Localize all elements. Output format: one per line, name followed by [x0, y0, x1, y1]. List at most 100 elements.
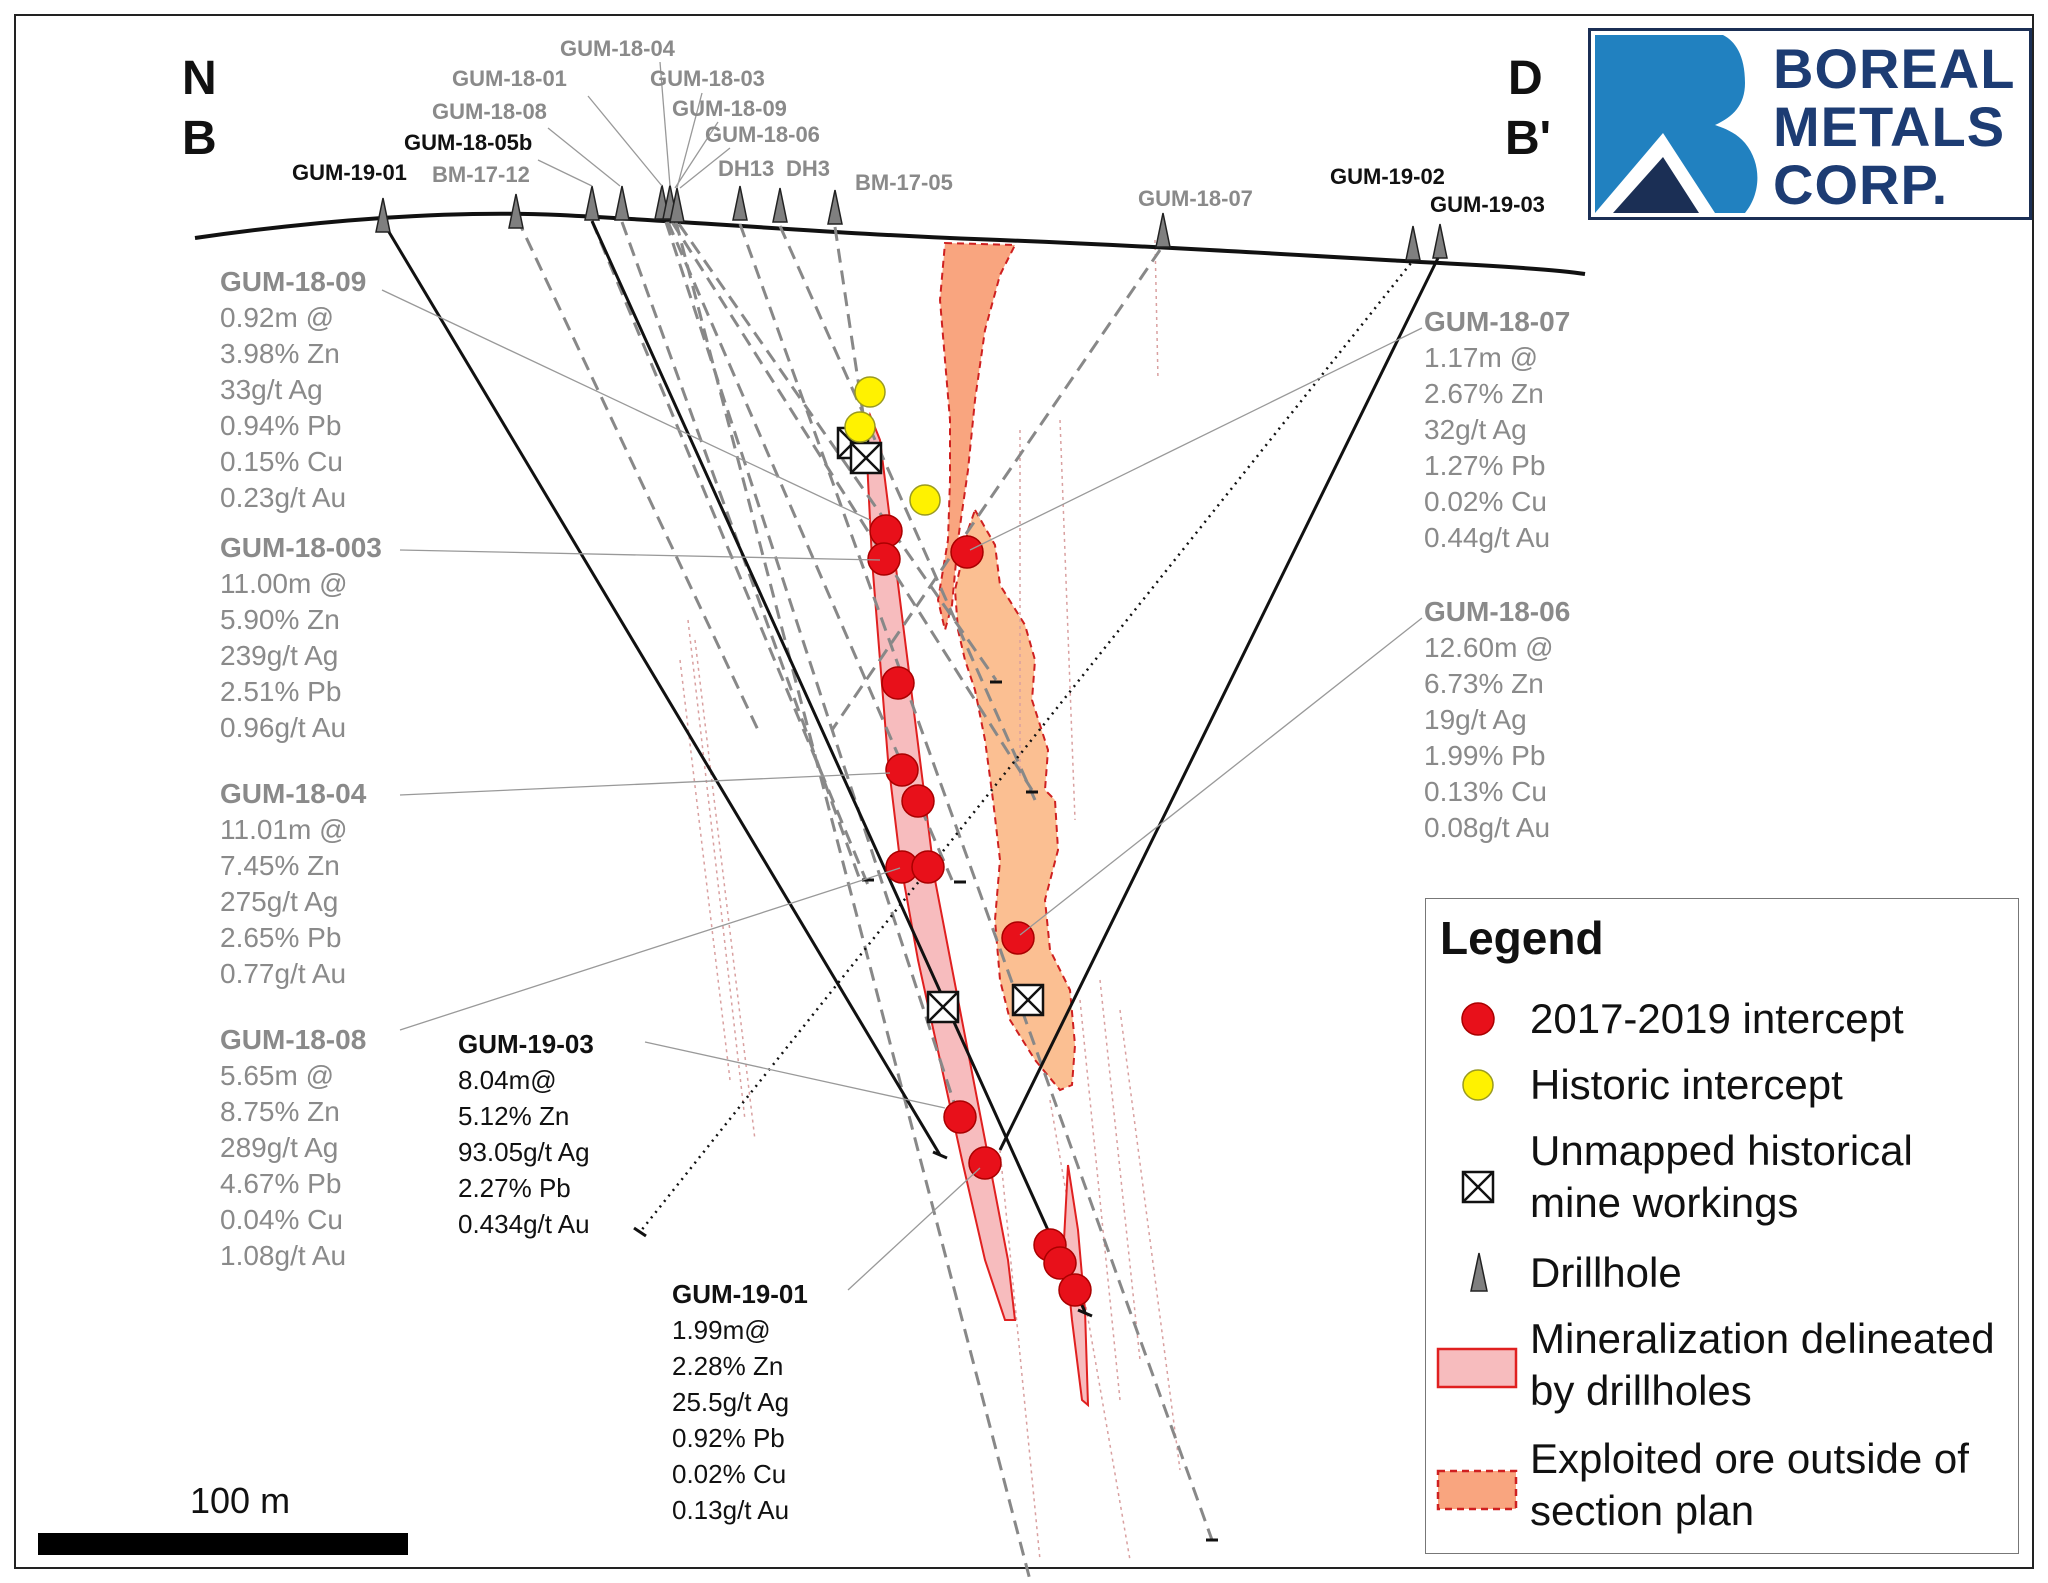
assay-leaders	[381, 289, 1423, 1291]
collar-gum-18-03	[669, 187, 685, 223]
assay-line: 0.15% Cu	[220, 446, 343, 477]
new-drillholes	[381, 220, 1440, 1313]
intercept	[869, 514, 903, 548]
assay-line: 2.65% Pb	[220, 922, 342, 953]
assay-line: 7.45% Zn	[220, 850, 340, 881]
legend-exploited-ore-swatch-icon	[1436, 1469, 1518, 1511]
assay-line: 0.434g/t Au	[458, 1209, 590, 1239]
assay-line: 5.12% Zn	[458, 1101, 570, 1131]
assay-callout-gum-18-09: GUM-18-09 0.92m @ 3.98% Zn 33g/t Ag 0.94…	[220, 264, 366, 516]
assay-hole-name: GUM-18-04	[220, 778, 367, 809]
intercept	[1001, 921, 1035, 955]
intercept	[1043, 1246, 1077, 1280]
assay-line: 11.00m @	[220, 568, 348, 599]
assay-line: 8.75% Zn	[220, 1096, 340, 1127]
section-label-b-prime: B'	[1505, 112, 1552, 165]
assay-line: 2.27% Pb	[458, 1173, 571, 1203]
assay-line: 93.05g/t Ag	[458, 1137, 590, 1167]
assay-line: 12.60m @	[1424, 632, 1554, 663]
collar-gum-19-02	[1405, 225, 1421, 261]
drillhole-label-gum-19-03: GUM-19-03	[1430, 192, 1545, 217]
historic-intercept	[909, 484, 941, 516]
collar-dh3	[772, 187, 788, 223]
assay-line: 0.92% Pb	[672, 1423, 785, 1453]
legend-item-label: Historic intercept	[1530, 1061, 1843, 1108]
assay-line: 25.5g/t Ag	[672, 1387, 790, 1417]
boreal-metals-logo: BOREAL METALS CORP.	[1588, 28, 2032, 220]
historic-intercept	[854, 376, 886, 408]
assay-line: 19g/t Ag	[1424, 704, 1527, 735]
assay-line: 0.13% Cu	[1424, 776, 1547, 807]
drill-end-ticks	[633, 680, 1218, 1542]
assay-line: 4.67% Pb	[220, 1168, 342, 1199]
collar-gum-19-01	[375, 197, 391, 233]
exploited-ore-lower	[953, 507, 1077, 1092]
assay-line: 0.44g/t Au	[1424, 522, 1551, 553]
assay-line: 5.65m @	[220, 1060, 335, 1091]
assay-hole-name: GUM-18-07	[1424, 306, 1571, 337]
collar-gum-18-07	[1155, 212, 1171, 248]
intercept	[885, 753, 919, 787]
assay-line: 0.02% Cu	[1424, 486, 1547, 517]
assay-line: 2.67% Zn	[1424, 378, 1544, 409]
scale-bar	[38, 1533, 408, 1555]
legend: Legend 2017-2019 intercept Historic inte…	[1425, 898, 2019, 1554]
assay-callout-gum-18-003: GUM-18-003 11.00m @ 5.90% Zn 239g/t Ag 2…	[220, 530, 382, 746]
legend-mineralization-swatch-icon	[1436, 1347, 1518, 1389]
legend-item-label: Mineralization delineated by drillholes	[1530, 1315, 1995, 1414]
assay-line: 5.90% Zn	[220, 604, 340, 635]
intercept	[943, 1100, 977, 1134]
assay-hole-name: GUM-18-08	[220, 1024, 367, 1055]
assay-line: 11.01m @	[220, 814, 348, 845]
drillhole-label-bm-17-05: BM-17-05	[855, 170, 953, 195]
assay-line: 0.23g/t Au	[220, 482, 347, 513]
legend-yellow-circle-icon	[1462, 1069, 1494, 1101]
assay-line: 0.77g/t Au	[220, 958, 347, 989]
assay-line: 0.08g/t Au	[1424, 812, 1551, 843]
historic-intercepts	[844, 376, 941, 516]
legend-drillhole-icon	[1470, 1252, 1488, 1292]
assay-line: 1.17m @	[1424, 342, 1539, 373]
assay-line: 239g/t Ag	[220, 640, 339, 671]
drillhole-label-gum-18-04: GUM-18-04	[560, 36, 675, 61]
mineralization-main	[864, 411, 1017, 1321]
intercept	[950, 535, 984, 569]
drillhole-collars	[375, 184, 1448, 261]
drillhole-label-gum-18-05b: GUM-18-05b	[404, 130, 533, 155]
assay-callout-gum-19-03: GUM-19-03 8.04m@ 5.12% Zn 93.05g/t Ag 2.…	[458, 1026, 594, 1242]
drillhole-label-gum-18-08: GUM-18-08	[432, 99, 547, 124]
assay-line: 0.02% Cu	[672, 1459, 787, 1489]
assay-line: 3.98% Zn	[220, 338, 340, 369]
intercept	[867, 542, 901, 576]
intercept	[911, 850, 945, 884]
drillhole-label-gum-18-03: GUM-18-03	[650, 66, 765, 91]
legend-mine-working-icon	[1461, 1170, 1495, 1204]
assay-line: 32g/t Ag	[1424, 414, 1527, 445]
exploited-ore-upper	[936, 241, 1017, 631]
drillhole-label-gum-18-06: GUM-18-06	[705, 122, 820, 147]
logo-text-line3: CORP.	[1773, 153, 1949, 216]
assay-line: 0.04% Cu	[220, 1204, 343, 1235]
assay-line: 1.27% Pb	[1424, 450, 1546, 481]
collar-leaders	[537, 61, 731, 189]
working-4	[1011, 983, 1045, 1017]
collar-bm-17-05	[827, 189, 843, 225]
assay-line: 1.99% Pb	[1424, 740, 1546, 771]
logo-text-line2: METALS	[1773, 95, 2006, 158]
drillhole-label-gum-18-01: GUM-18-01	[452, 66, 567, 91]
drillhole-label-gum-19-01: GUM-19-01	[292, 160, 407, 185]
assay-hole-name: GUM-19-03	[458, 1029, 594, 1059]
assay-line: 0.13g/t Au	[672, 1495, 790, 1525]
assay-hole-name: GUM-18-06	[1424, 596, 1571, 627]
assay-line: 0.94% Pb	[220, 410, 342, 441]
legend-item-label: Drillhole	[1530, 1249, 1682, 1296]
assay-line: 275g/t Ag	[220, 886, 339, 917]
assay-callout-gum-18-08: GUM-18-08 5.65m @ 8.75% Zn 289g/t Ag 4.6…	[220, 1022, 366, 1274]
assay-line: 1.08g/t Au	[220, 1240, 347, 1271]
intercept	[881, 666, 915, 700]
assay-line: 33g/t Ag	[220, 374, 323, 405]
collar-gum-18-08	[614, 185, 630, 221]
historic-intercept	[844, 411, 876, 443]
section-label-d: D	[1508, 52, 1543, 105]
